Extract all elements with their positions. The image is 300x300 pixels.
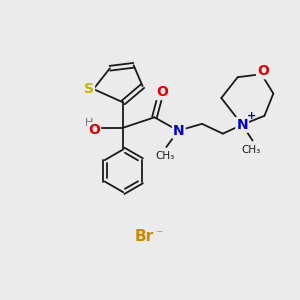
Text: ⁻: ⁻ [155,228,163,242]
Text: H: H [85,118,93,128]
Text: O: O [88,123,100,137]
Text: N: N [173,124,184,138]
Text: N: N [236,118,248,132]
Text: CH₃: CH₃ [242,145,261,155]
Text: Br: Br [134,229,154,244]
Text: O: O [257,64,269,78]
Text: S: S [84,82,94,96]
Text: O: O [156,85,168,99]
Text: +: + [247,111,256,121]
Text: CH₃: CH₃ [155,152,175,161]
